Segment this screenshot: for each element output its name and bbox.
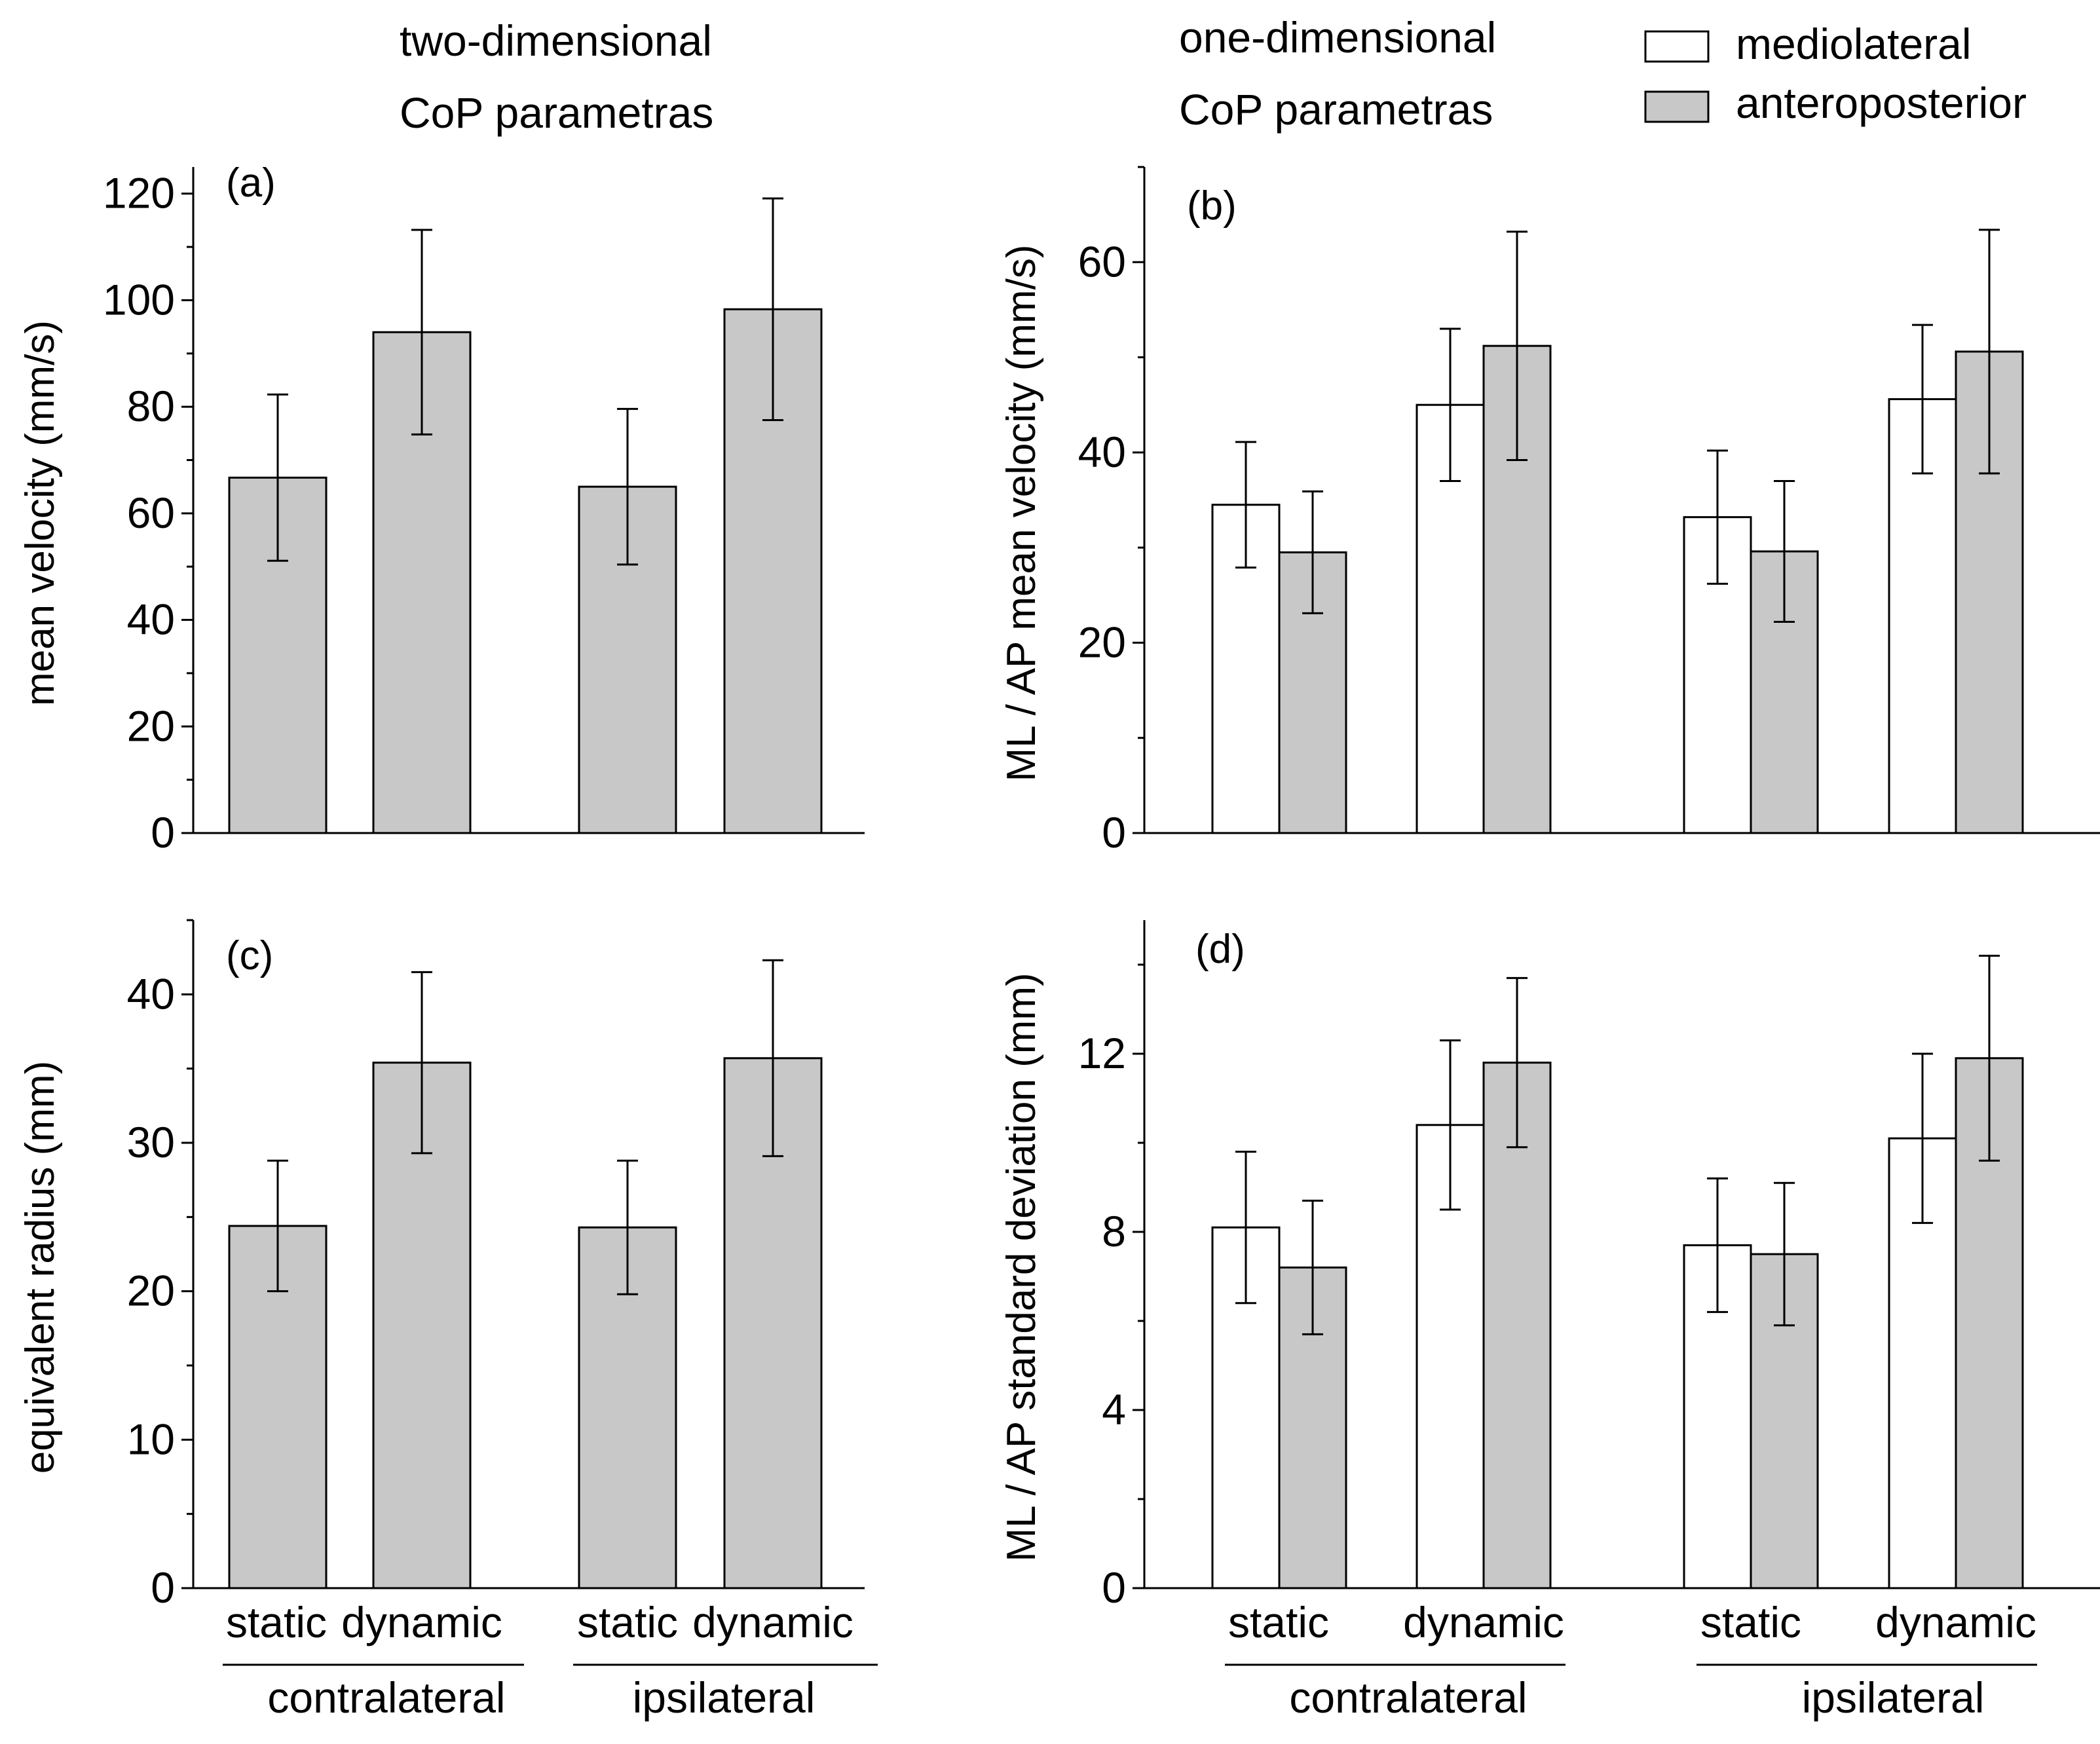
y-tick-label-c: 10 <box>127 1415 175 1463</box>
y-tick-label-a: 40 <box>127 595 175 644</box>
y-tick-label-c: 40 <box>127 969 175 1018</box>
y-tick-label-d: 12 <box>1078 1029 1126 1077</box>
legend-label-ap: anteroposterior <box>1736 79 2027 127</box>
x-label-left-2: dynamic <box>341 1598 502 1646</box>
x-label-right-2: dynamic <box>1403 1598 1564 1646</box>
y-tick-label-b: 40 <box>1078 428 1126 476</box>
header-left-line2: CoP parametras <box>400 88 713 137</box>
y-axis-title-c: equivalent radius (mm) <box>18 1061 63 1474</box>
group-label-right-contralateral: contralateral <box>1289 1673 1527 1722</box>
x-axis-left: static dynamic static dynamic contralate… <box>223 1598 878 1722</box>
x-label-left-1: static <box>226 1598 327 1646</box>
y-tick-label-a: 20 <box>127 701 175 750</box>
x-label-right-4: dynamic <box>1875 1598 2036 1646</box>
y-tick-label-a: 80 <box>127 382 175 430</box>
panel-c: 0 10 20 30 40 equivalent radius (mm) (c) <box>18 919 865 1612</box>
x-label-left-4: dynamic <box>692 1598 853 1646</box>
y-tick-label-d: 4 <box>1102 1385 1126 1434</box>
legend-swatch-ap <box>1644 90 1710 123</box>
y-tick-label-c: 20 <box>127 1267 175 1315</box>
x-label-right-3: static <box>1700 1598 1801 1646</box>
x-axis-right: static dynamic static dynamic contralate… <box>1225 1598 2037 1722</box>
legend-label-ml: mediolateral <box>1736 20 1972 68</box>
y-tick-label-a: 0 <box>151 808 175 857</box>
legend: mediolateral anteroposterior <box>1644 20 2027 127</box>
legend-swatch-ml <box>1644 30 1710 63</box>
y-tick-label-d: 0 <box>1102 1563 1126 1612</box>
y-tick-label-c: 0 <box>151 1563 175 1612</box>
x-label-left-3: static <box>577 1598 678 1646</box>
header-left-line1: two-dimensional <box>400 16 712 65</box>
y-tick-label-a: 60 <box>127 489 175 537</box>
header-right-line2: CoP parametras <box>1179 85 1493 134</box>
x-label-right-1: static <box>1228 1598 1329 1646</box>
y-tick-label-a: 120 <box>103 169 175 217</box>
panel-a: 0 20 40 60 80 100 120 mean velocity (mm/s) (a) <box>18 160 865 857</box>
group-label-right-ipsilateral: ipsilateral <box>1802 1673 1985 1722</box>
y-tick-label-d: 8 <box>1102 1207 1126 1255</box>
y-tick-label-b: 0 <box>1102 808 1126 857</box>
y-tick-label-a: 100 <box>103 275 175 324</box>
y-tick-label-b: 20 <box>1078 618 1126 666</box>
panel-label-b: (b) <box>1187 183 1237 229</box>
y-tick-label-b: 60 <box>1078 237 1126 286</box>
bar-c-0-0 <box>228 1225 328 1589</box>
y-axis-title-d: ML / AP standard deviation (mm) <box>999 973 1044 1561</box>
header-right-line1: one-dimensional <box>1179 13 1496 62</box>
panel-d: 0 4 8 12 ML / AP standard deviation (mm) (d) <box>999 920 2100 1612</box>
group-label-left-contralateral: contralateral <box>267 1673 505 1722</box>
panel-label-a: (a) <box>226 160 276 206</box>
panel-label-d: (d) <box>1195 927 1245 972</box>
panel-b: 0 20 40 60 ML / AP mean velocity (mm/s) (b) <box>999 166 2100 857</box>
panel-label-c: (c) <box>226 933 273 978</box>
y-tick-label-c: 30 <box>127 1118 175 1166</box>
group-label-left-ipsilateral: ipsilateral <box>633 1673 816 1722</box>
y-axis-title-b: ML / AP mean velocity (mm/s) <box>999 245 1044 782</box>
y-axis-title-a: mean velocity (mm/s) <box>18 320 63 706</box>
